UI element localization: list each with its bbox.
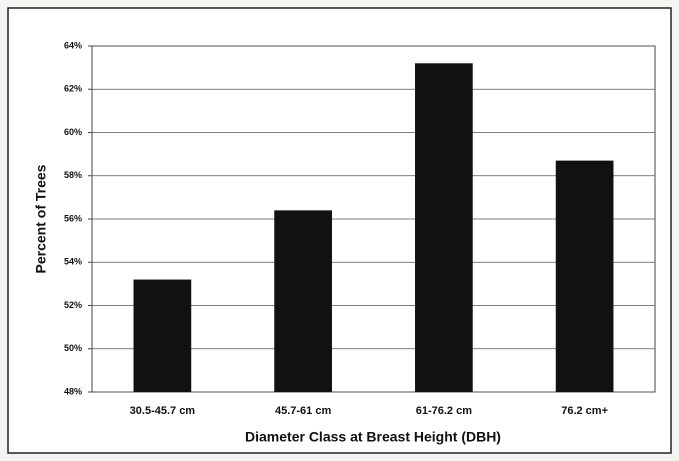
x-tick-label: 61-76.2 cm xyxy=(416,405,472,417)
y-axis-title: Percent of Trees xyxy=(33,164,49,273)
bar xyxy=(133,279,192,392)
y-tick-label: 52% xyxy=(64,300,82,310)
y-tick-label: 58% xyxy=(64,170,82,180)
y-tick-label: 64% xyxy=(64,40,82,50)
x-tick-label: 30.5-45.7 cm xyxy=(130,405,196,417)
x-tick-label: 45.7-61 cm xyxy=(275,405,331,417)
x-axis-title: Diameter Class at Breast Height (DBH) xyxy=(245,429,501,445)
y-tick-label: 56% xyxy=(64,213,82,223)
y-tick-label: 60% xyxy=(64,127,82,137)
bar xyxy=(274,210,332,392)
y-tick-label: 54% xyxy=(64,257,82,267)
y-tick-label: 62% xyxy=(64,84,82,94)
x-tick-label: 76.2 cm+ xyxy=(561,405,608,417)
bar xyxy=(555,160,614,392)
y-tick-label: 50% xyxy=(64,343,82,353)
y-tick-label: 48% xyxy=(64,386,82,396)
bar xyxy=(415,63,473,393)
